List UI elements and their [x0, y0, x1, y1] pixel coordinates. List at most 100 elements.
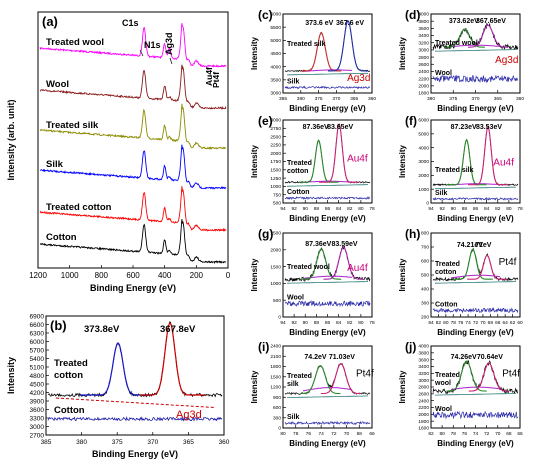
y-tick-label: 4500 — [270, 51, 281, 57]
panel-label: (e) — [258, 114, 273, 128]
y-tick-label: 3800 — [418, 19, 429, 25]
peak-label: 373.6 eV — [305, 20, 333, 27]
fit-line — [467, 254, 508, 280]
series-line — [39, 144, 227, 190]
peak-label: 83.59eV — [332, 241, 358, 248]
x-tick-label: 72 — [484, 431, 490, 437]
panel-c: 385 380 375 370 365 360 3000 3500 4000 4500 5000 55… — [250, 8, 376, 113]
x-tick-label: 370 — [471, 96, 479, 102]
y-tick-label: 2600 — [418, 62, 429, 68]
baseline-line — [55, 397, 215, 408]
x-tick-label: 380 — [297, 96, 305, 102]
y-tick-label: 4000 — [418, 12, 429, 18]
x-tick-label: 88 — [314, 206, 320, 212]
y-tick-label: 3900 — [30, 398, 45, 405]
series-line — [284, 196, 371, 200]
y-tick-label: 2100 — [270, 354, 281, 360]
x-tick-label: 78 — [369, 320, 375, 326]
y-tick-label: 500 — [421, 273, 429, 279]
x-tick-label: 90 — [303, 206, 309, 212]
y-tick-label: 6300 — [30, 330, 45, 337]
series-label: Treated — [435, 372, 460, 379]
series-line — [284, 420, 371, 426]
series-line — [39, 64, 227, 110]
y-tick-label: 2000 — [270, 151, 281, 157]
y-tick-label: 2800 — [418, 55, 429, 61]
y-tick-label: 1200 — [270, 385, 281, 391]
series-label: Treated wool — [46, 37, 104, 48]
x-tick-label: 84 — [336, 320, 342, 326]
y-tick-label: 1600 — [418, 426, 429, 432]
x-tick-label: 360 — [368, 96, 376, 102]
x-tick-label: 76 — [462, 431, 468, 437]
panel-e: 94 92 90 88 86 84 82 80 78 500 750 1000 1250 1500 1750… — [250, 114, 375, 223]
y-tick-label: 3400 — [418, 33, 429, 39]
baseline-line — [302, 69, 353, 72]
fit-line — [328, 20, 368, 72]
x-tick-label: 88 — [462, 206, 468, 212]
x-tick-label: 80 — [358, 206, 364, 212]
y-tick-label: 500 — [273, 201, 281, 207]
peak-label: C1s — [122, 18, 139, 28]
y-axis-title: Intensity — [250, 370, 259, 403]
background-line — [434, 49, 516, 52]
y-tick-label: 4000 — [418, 145, 429, 151]
series-label: Silk — [435, 190, 448, 197]
series-label: cotton — [54, 370, 83, 381]
peak-label: Ag3d — [164, 33, 174, 56]
y-tick-label: 3000 — [418, 159, 429, 165]
series-label: Treated silk — [46, 120, 99, 131]
fit-line — [301, 248, 342, 280]
y-tick-label: 2500 — [270, 231, 281, 237]
x-tick-label: 365 — [183, 439, 194, 446]
panel-d: 380 375 370 365 3601800200022002400260028003… — [398, 8, 524, 113]
y-tick-label: 2000 — [418, 173, 429, 179]
x-tick-label: 375 — [315, 96, 323, 102]
panel-f: 94 92 90 88 86 84 82 80 78 0 1000 2000 3000 4000 5000 6… — [398, 114, 523, 223]
y-tick-label: 3200 — [418, 371, 429, 377]
fit-line — [140, 322, 205, 396]
peak-label: Au4f — [204, 67, 214, 86]
x-tick-label: 78 — [451, 320, 457, 326]
y-tick-label: 3600 — [30, 407, 45, 414]
y-tick-label: 3800 — [418, 351, 429, 357]
x-axis-title: Binding Energy (eV) — [437, 104, 514, 113]
x-tick-label: 80 — [439, 431, 445, 437]
x-tick-label: 72 — [473, 320, 479, 326]
x-tick-label: 380 — [76, 439, 87, 446]
panel-label: (f) — [405, 114, 417, 128]
x-tick-label: 84 — [484, 206, 490, 212]
y-tick-label: 3000 — [270, 91, 281, 97]
y-tick-label: 2800 — [418, 385, 429, 391]
x-tick-label: 600 — [126, 271, 140, 280]
element-label: Pt4f — [356, 368, 374, 379]
series-label: Treated wool — [435, 40, 478, 47]
series-label: silk — [287, 381, 299, 388]
series-label: Wool — [435, 406, 452, 413]
series-label: Treated cotton — [46, 202, 112, 213]
y-tick-label: 5700 — [30, 347, 45, 354]
series-line — [39, 219, 227, 265]
panel-label: (d) — [405, 8, 420, 22]
background-line — [435, 186, 517, 190]
x-tick-label: 90 — [303, 320, 309, 326]
panel-h: 84 82 80 78 76 74 72 70 68 66 64 62 60 200 300 400 500 60… — [398, 227, 523, 337]
x-tick-label: 82 — [428, 431, 434, 437]
fit-line — [301, 32, 342, 72]
y-tick-label: 4000 — [270, 64, 281, 70]
y-tick-label: 2200 — [418, 76, 429, 82]
x-tick-label: 84 — [428, 320, 434, 326]
x-tick-label: 80 — [358, 320, 364, 326]
x-tick-label: 82 — [347, 206, 353, 212]
y-axis-title: Intensity — [398, 258, 407, 291]
x-tick-label: 66 — [495, 320, 501, 326]
series-label: Cotton — [54, 405, 85, 416]
x-tick-label: 200 — [190, 271, 204, 280]
series-line — [432, 307, 519, 314]
x-tick-label: 60 — [517, 320, 523, 326]
panel-g: 94 92 90 88 86 84 82 80 78 0 500 1000 1500 2000 2500 Bi… — [250, 227, 375, 337]
y-tick-label: 2600 — [418, 392, 429, 398]
series-label: Silk — [287, 78, 300, 85]
peak-label: 70.64eV — [477, 354, 503, 361]
y-tick-label: 500 — [273, 298, 281, 304]
